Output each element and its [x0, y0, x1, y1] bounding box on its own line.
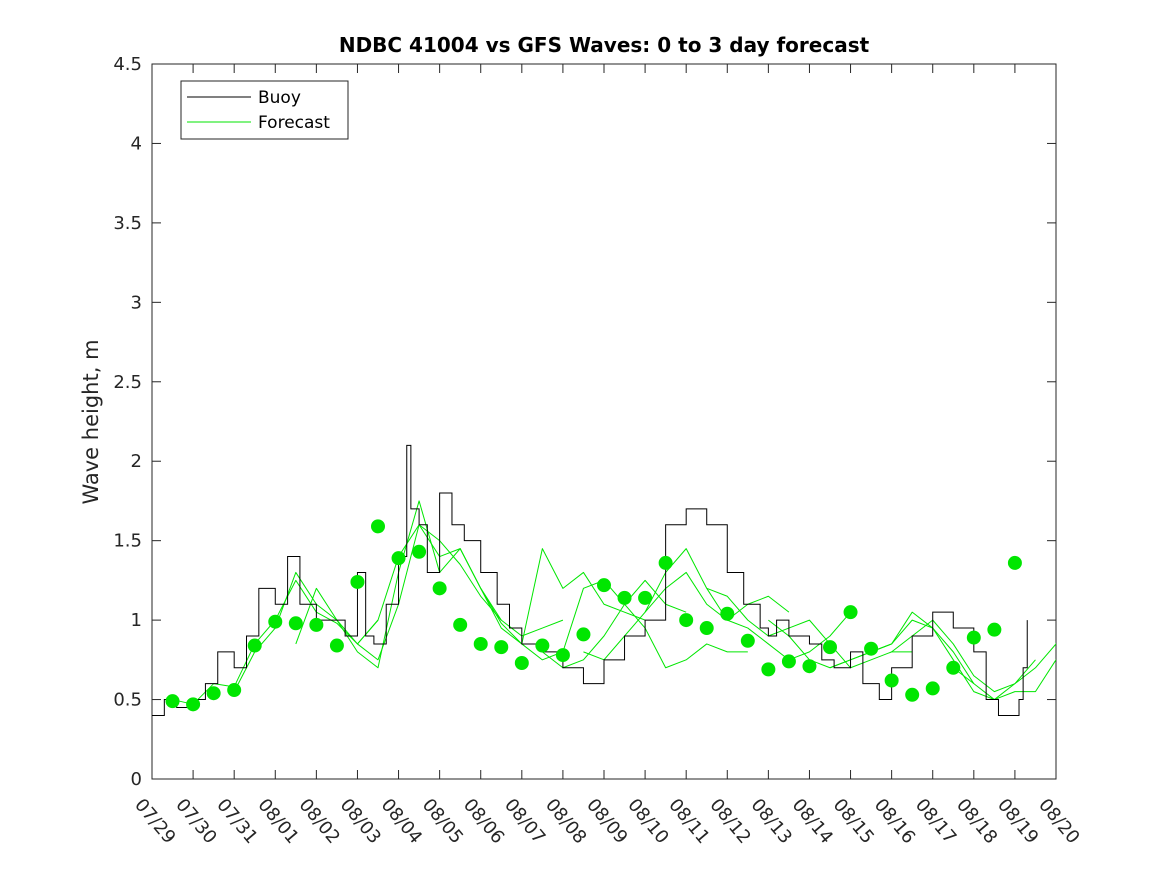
nowcast-markers	[165, 519, 1022, 712]
nowcast-point	[247, 638, 262, 653]
nowcast-point	[555, 648, 570, 663]
nowcast-point	[720, 606, 735, 621]
y-tick-label: 4.5	[113, 54, 142, 75]
nowcast-point	[987, 622, 1002, 637]
nowcast-point	[432, 581, 447, 596]
y-axis-label: Wave height, m	[79, 339, 103, 504]
nowcast-point	[781, 654, 796, 669]
nowcast-point	[186, 697, 201, 712]
chart-title: NDBC 41004 vs GFS Waves: 0 to 3 day fore…	[339, 33, 870, 57]
nowcast-point	[309, 617, 324, 632]
nowcast-point	[864, 641, 879, 656]
nowcast-point	[884, 673, 899, 688]
y-tick-label: 1.5	[113, 531, 142, 552]
forecast-run-line	[583, 548, 790, 661]
forecast-run-line	[891, 619, 1056, 693]
nowcast-point	[206, 686, 221, 701]
y-tick-label: 2	[131, 451, 142, 472]
nowcast-point	[227, 683, 242, 698]
forecast-run-line	[439, 548, 646, 645]
nowcast-point	[740, 633, 755, 648]
nowcast-point	[597, 578, 611, 593]
nowcast-point	[268, 614, 283, 629]
nowcast-point	[535, 638, 550, 653]
y-tick-label: 0	[131, 769, 142, 790]
nowcast-point	[329, 638, 344, 653]
nowcast-point	[679, 613, 694, 628]
y-tick-label: 0.5	[113, 690, 142, 711]
forecast-run-line	[952, 659, 1056, 701]
nowcast-point	[946, 660, 961, 675]
forecast-run-line	[706, 587, 913, 669]
nowcast-point	[617, 590, 632, 605]
nowcast-point	[514, 656, 529, 671]
nowcast-point	[165, 694, 180, 709]
y-tick-label: 1	[131, 610, 142, 631]
legend-label-buoy: Buoy	[258, 88, 301, 108]
nowcast-point	[925, 681, 940, 696]
y-tick-label: 3	[131, 292, 142, 313]
nowcast-point	[371, 519, 385, 534]
nowcast-point	[843, 605, 858, 620]
nowcast-point	[699, 621, 714, 636]
nowcast-point	[453, 617, 468, 632]
nowcast-point	[473, 636, 488, 651]
nowcast-point	[494, 640, 509, 655]
forecast-run-line	[644, 571, 851, 661]
y-axis: 0 0.5 1 1.5 2 2.5 3 3.5 4 4.5	[113, 54, 1056, 790]
nowcast-point	[638, 590, 653, 605]
legend: Buoy Forecast	[180, 80, 349, 140]
nowcast-point	[412, 544, 427, 559]
legend-label-forecast: Forecast	[258, 113, 330, 133]
nowcast-point	[966, 630, 981, 645]
y-tick-label: 2.5	[113, 372, 142, 393]
forecast-run-line	[480, 579, 687, 661]
nowcast-point	[761, 662, 776, 677]
nowcast-point	[802, 659, 817, 674]
nowcast-point	[391, 551, 406, 566]
y-tick-label: 3.5	[113, 213, 142, 234]
nowcast-point	[658, 555, 673, 570]
nowcast-point	[823, 640, 837, 655]
nowcast-point	[576, 627, 591, 642]
nowcast-point	[350, 574, 365, 589]
nowcast-point	[905, 687, 920, 702]
legend-box	[180, 80, 349, 140]
y-tick-label: 4	[131, 133, 142, 154]
nowcast-point	[288, 616, 303, 631]
nowcast-point	[1007, 555, 1022, 570]
